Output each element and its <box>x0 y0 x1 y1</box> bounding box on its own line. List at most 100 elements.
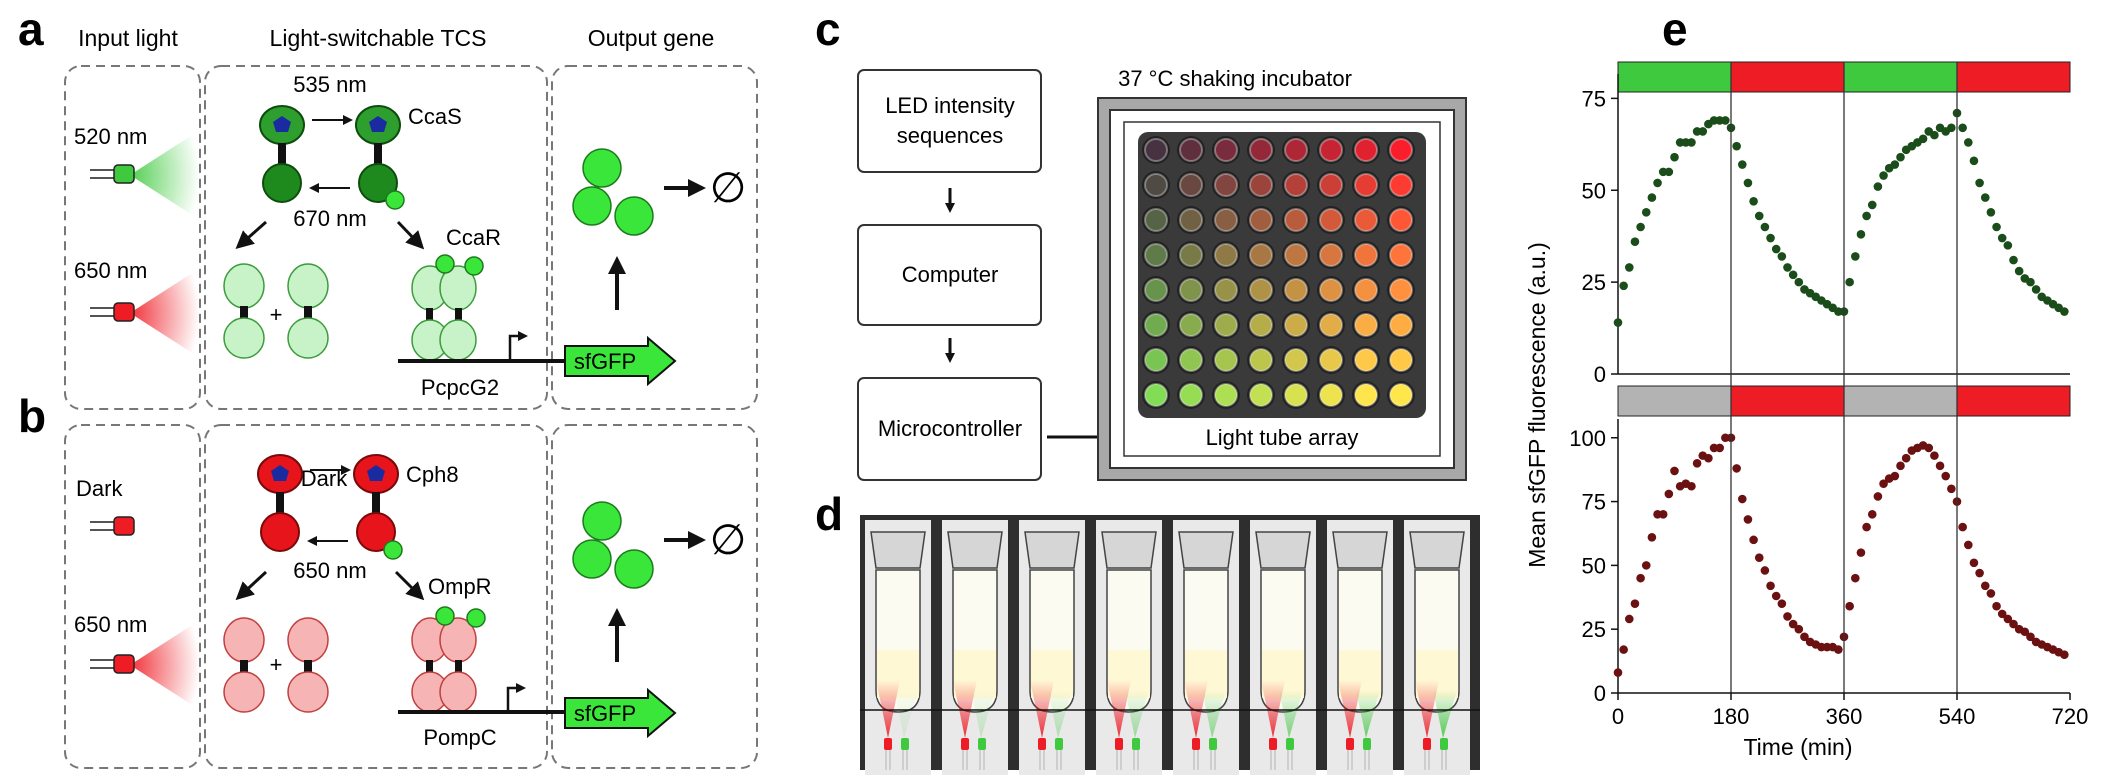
red-beam <box>1107 680 1131 738</box>
top-plot-y-tick-label: 50 <box>1582 178 1606 203</box>
bottom-plot-data-point <box>1783 612 1792 621</box>
well <box>1354 278 1378 302</box>
sensor-label-a: CcaS <box>408 104 462 129</box>
bottom-plot-data-point <box>1930 451 1939 460</box>
bottom-plot-data-point <box>1958 522 1967 532</box>
step-1-label: LED intensity <box>885 93 1015 118</box>
well <box>1389 278 1413 302</box>
green-led-icon <box>90 164 135 184</box>
top-plot-data-point <box>1947 123 1956 133</box>
well <box>1144 313 1168 337</box>
top-plot-data-point <box>1619 281 1628 291</box>
red-beam <box>953 680 977 738</box>
x-tick-label: 180 <box>1713 704 1750 729</box>
bottom-plot-light-segment <box>1956 385 2071 417</box>
green-led <box>1286 738 1294 750</box>
light-label-a2: 650 nm <box>74 258 147 283</box>
cph8-receptor-right <box>353 454 403 560</box>
top-plot-y-tick-label: 75 <box>1582 86 1606 111</box>
top-plot-data-point <box>1997 233 2007 243</box>
top-plot-data-point <box>2026 277 2035 287</box>
bottom-plot-data-point <box>1800 632 1809 642</box>
arrow-to-inactive-b <box>235 570 268 601</box>
well <box>1389 383 1413 407</box>
bottom-plot-data-point <box>1879 479 1888 489</box>
well <box>1214 313 1238 337</box>
green-beam <box>1433 690 1457 738</box>
tcs-box-a <box>204 65 548 410</box>
green-led <box>1209 738 1217 750</box>
bottom-plot-data-point <box>2009 619 2018 629</box>
top-plot-data-point <box>1664 167 1674 177</box>
tube-cap <box>1255 531 1311 569</box>
step-1b-label: sequences <box>897 123 1003 148</box>
top-plot-data-point <box>1958 123 1967 133</box>
well <box>1249 278 1273 302</box>
top-plot-data-point <box>2009 255 2018 265</box>
red-beam <box>1030 680 1054 738</box>
array-label: Light tube array <box>1206 425 1359 450</box>
bottom-plot-data-point <box>1997 609 2007 619</box>
input-box-a <box>64 65 201 410</box>
top-plot-data-point <box>1975 178 1984 188</box>
header-tcs: Light-switchable TCS <box>270 25 487 51</box>
tube-cap <box>947 531 1003 569</box>
promoter-label-a: PcpcG2 <box>421 375 499 400</box>
green-led <box>1132 738 1140 750</box>
red-led <box>1038 738 1046 750</box>
regulator-label-b: OmpR <box>428 574 492 599</box>
top-plot-data-point <box>1873 182 1883 191</box>
cph8-receptor-left <box>257 454 303 552</box>
red-beam <box>1338 680 1362 738</box>
top-plot-data-point <box>1788 270 1798 280</box>
step-3-label: Microcontroller <box>878 416 1022 441</box>
top-plot-data-point <box>1732 141 1741 151</box>
bottom-plot-data-point <box>1738 494 1747 504</box>
bottom-plot-light-segment <box>1730 385 1845 417</box>
bottom-plot-data-point <box>2003 614 2013 624</box>
well <box>1354 348 1378 372</box>
tube-row <box>865 520 1470 775</box>
top-plot-data-point <box>1754 211 1764 221</box>
tube-cap <box>1409 531 1465 569</box>
wavelength-bottom-a: 670 nm <box>293 206 366 231</box>
wavelength-top-a: 535 nm <box>293 72 366 97</box>
red-led <box>1423 738 1431 750</box>
well <box>1214 138 1238 162</box>
well <box>1319 383 1343 407</box>
red-beam <box>876 680 900 738</box>
gfp-proteins-b <box>572 501 654 589</box>
sfgfp-gene-b <box>564 687 677 739</box>
well <box>1214 208 1238 232</box>
red-light-glow-a <box>130 268 200 358</box>
incubator-label: 37 °C shaking incubator <box>1118 66 1352 91</box>
top-plot-light-segment <box>1730 61 1845 93</box>
bottom-plot-data-point <box>1619 645 1628 654</box>
degradation-symbol-b: ∅ <box>710 516 747 563</box>
top-plot-data-point <box>1964 138 1973 147</box>
tube-cap <box>870 531 926 569</box>
well <box>1214 173 1238 197</box>
well <box>1319 173 1343 197</box>
well <box>1389 208 1413 232</box>
bottom-plot-data-point <box>1641 561 1651 570</box>
well-grid <box>1142 136 1415 409</box>
well <box>1179 243 1203 267</box>
bottom-plot-data-point <box>1851 573 1860 583</box>
top-plot-data-point <box>1992 222 2001 232</box>
top-plot-data-point <box>1653 178 1662 188</box>
bottom-plot-data-point <box>1975 568 1984 578</box>
green-beam <box>1048 690 1072 738</box>
bottom-plot-data-point <box>1692 458 1702 468</box>
bottom-plot-data-point <box>1777 599 1787 608</box>
light-label-b1: Dark <box>76 476 123 501</box>
top-plot-data-point <box>1625 263 1634 272</box>
well <box>1214 278 1238 302</box>
well <box>1249 313 1273 337</box>
well <box>1319 208 1343 232</box>
top-plot-data-point <box>1738 160 1747 169</box>
light-tube-array <box>1138 132 1426 418</box>
top-plot-data-point <box>1918 134 1928 144</box>
bottom-plot-y-tick-label: 100 <box>1569 426 1606 451</box>
